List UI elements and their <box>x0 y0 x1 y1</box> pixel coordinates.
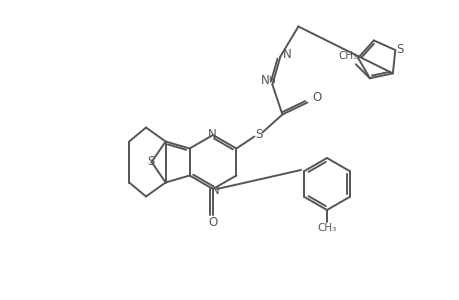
Text: N: N <box>282 48 291 61</box>
Text: N: N <box>210 184 219 196</box>
Text: O: O <box>208 215 217 229</box>
Text: S: S <box>255 128 263 141</box>
Text: N: N <box>207 128 216 140</box>
Text: CH₃: CH₃ <box>337 51 357 61</box>
Text: H: H <box>268 76 274 85</box>
Text: S: S <box>146 154 154 167</box>
Text: N: N <box>260 74 269 87</box>
Text: O: O <box>312 91 321 104</box>
Text: CH₃: CH₃ <box>317 223 336 233</box>
Text: S: S <box>396 43 403 56</box>
